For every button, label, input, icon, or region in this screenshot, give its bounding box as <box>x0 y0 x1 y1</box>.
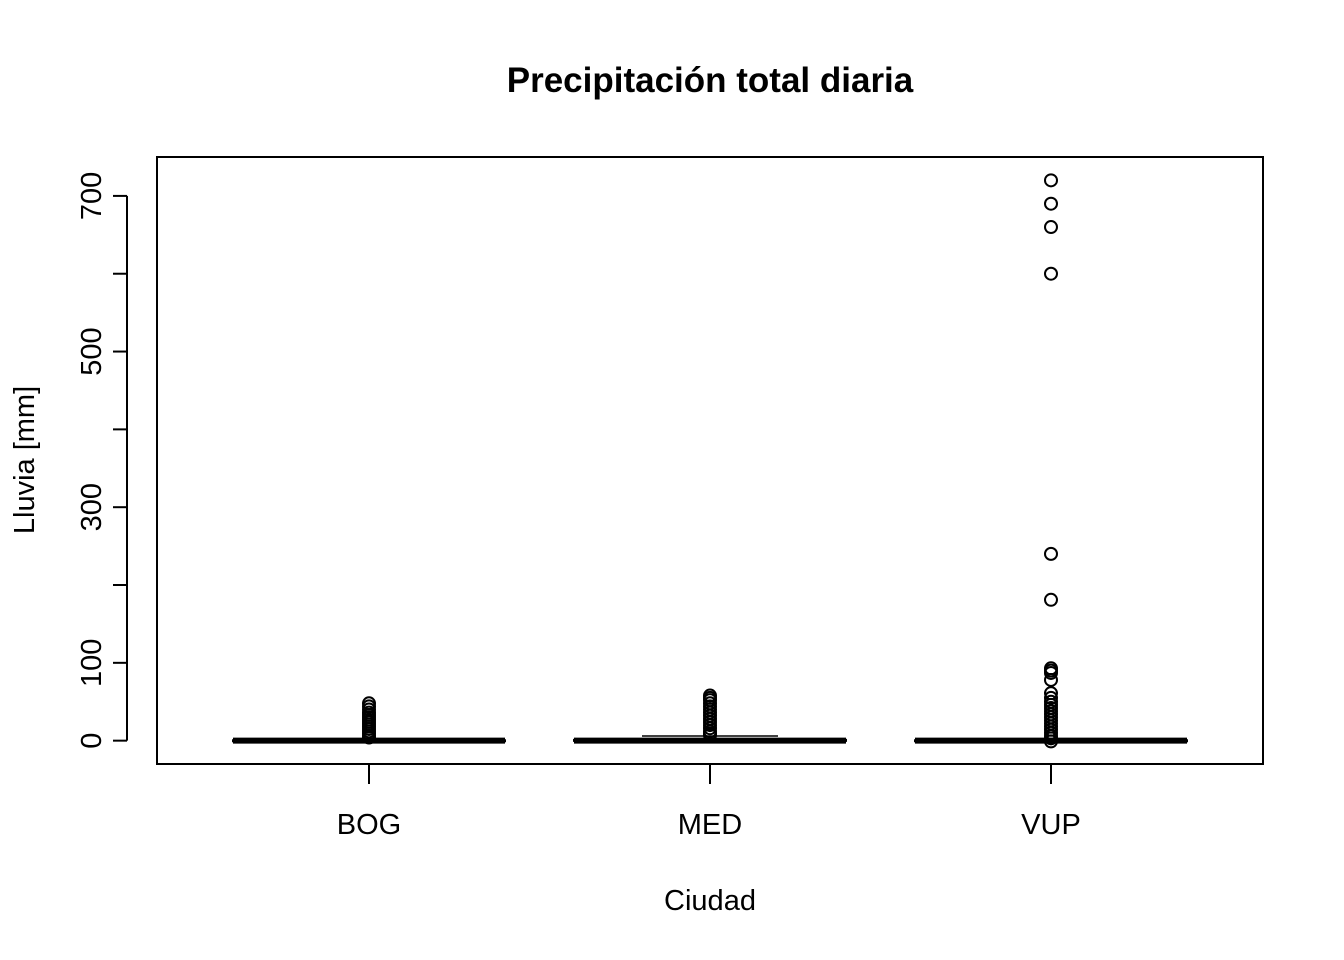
outlier-point <box>1044 546 1058 561</box>
outlier-point <box>1044 672 1058 687</box>
plot-frame <box>156 156 1264 765</box>
y-tick-label: 700 <box>76 172 108 220</box>
y-axis-label: Lluvia [mm] <box>9 386 41 534</box>
x-tick-label: MED <box>678 809 742 841</box>
outlier-point <box>1044 173 1058 188</box>
x-axis: BOG MED VUP <box>337 764 1081 841</box>
x-tick-label: VUP <box>1021 809 1081 841</box>
outlier-point <box>1044 592 1058 607</box>
chart-title: Precipitación total diaria <box>507 61 914 100</box>
outlier-point <box>1044 665 1058 680</box>
outlier-point <box>1044 734 1058 749</box>
outlier-point <box>1044 266 1058 281</box>
outlier-point <box>1044 690 1058 705</box>
y-tick-label: 500 <box>76 327 108 375</box>
y-tick-label: 0 <box>76 733 108 749</box>
x-tick-label: BOG <box>337 809 401 841</box>
y-axis: 0 100 300 500 700 <box>76 172 128 749</box>
outlier-point <box>1044 220 1058 235</box>
outlier-point <box>362 730 376 745</box>
outlier-point <box>1044 196 1058 211</box>
box-bog <box>232 696 506 745</box>
y-tick-label: 100 <box>76 639 108 687</box>
box-med <box>573 688 847 744</box>
outlier-point <box>703 728 717 743</box>
box-group <box>232 173 1188 749</box>
box-vup <box>914 173 1188 749</box>
y-tick-label: 300 <box>76 483 108 531</box>
x-axis-label: Ciudad <box>664 885 756 917</box>
